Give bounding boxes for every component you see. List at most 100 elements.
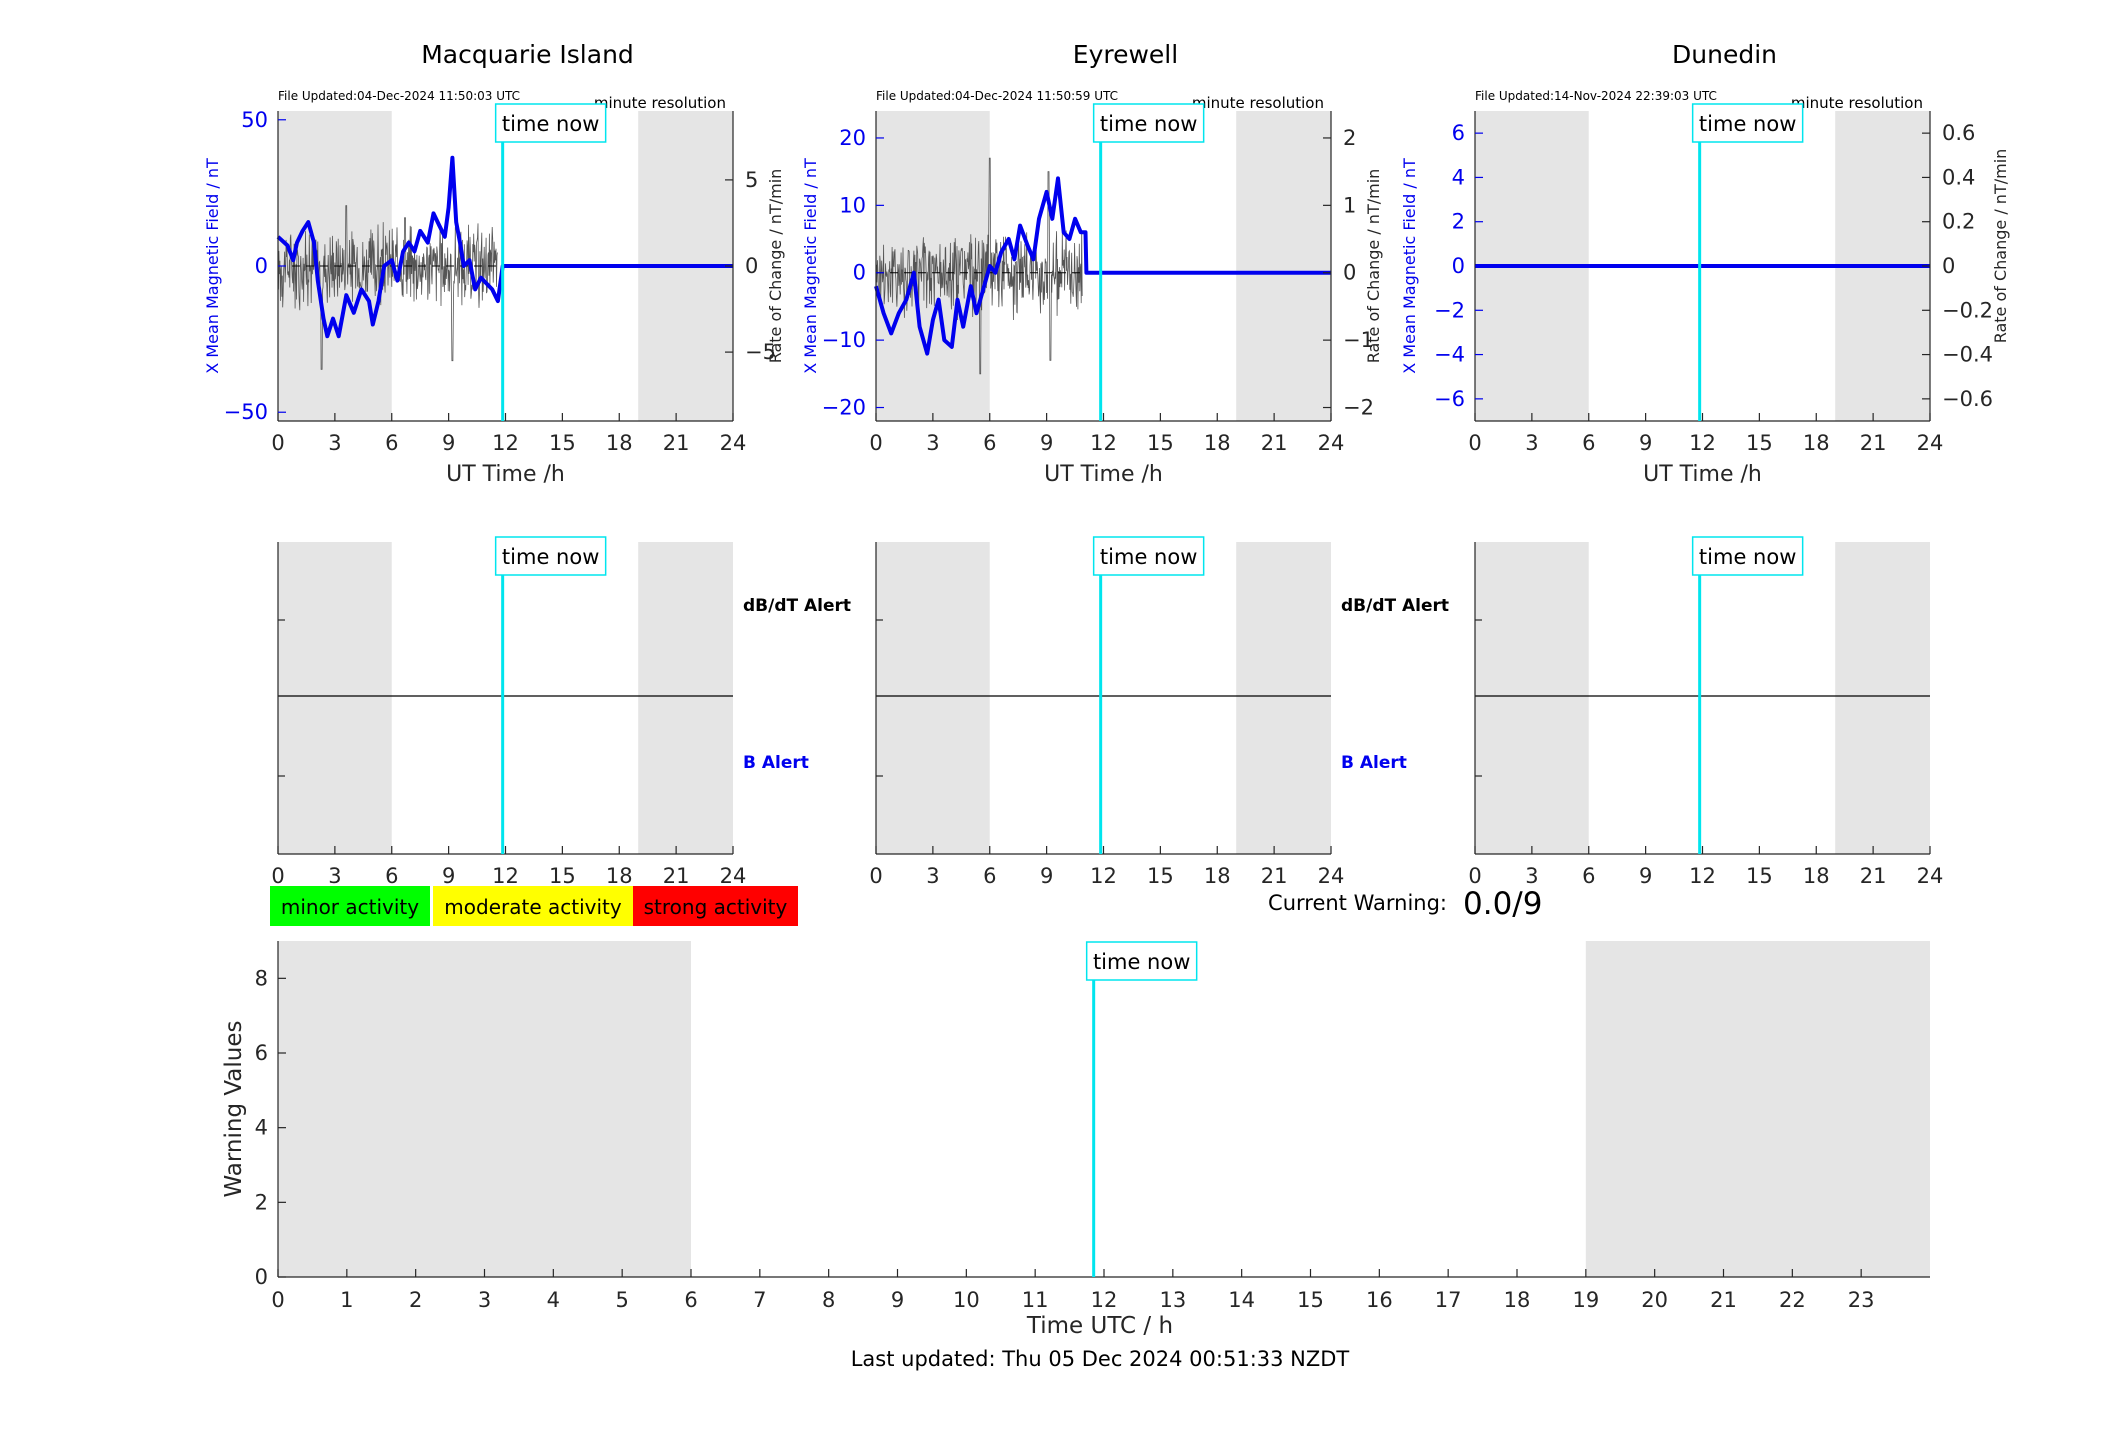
- y2-tick-label: 0.6: [1942, 121, 1975, 145]
- y-tick-label: 0: [853, 261, 866, 285]
- x-tick-label: 9: [891, 1288, 904, 1312]
- x-tick-label: 19: [1572, 1288, 1599, 1312]
- y2-tick-label: 2: [1343, 126, 1356, 150]
- y2-tick-label: −5: [745, 340, 776, 364]
- time-now-box: [1691, 103, 1804, 143]
- x-tick-label: 2: [409, 1288, 422, 1312]
- x-tick-label: 24: [720, 864, 747, 888]
- x-tick-label: 4: [547, 1288, 560, 1312]
- night-shade-band: [1236, 542, 1331, 854]
- y-tick-label: −6: [1434, 387, 1465, 411]
- right-y-axis-title: Rate of Change / nT/min: [766, 169, 785, 364]
- y-tick-label: −2: [1434, 298, 1465, 322]
- last-updated: Last updated: Thu 05 Dec 2024 00:51:33 N…: [851, 1347, 1350, 1371]
- x-tick-label: 13: [1159, 1288, 1186, 1312]
- y-tick-label: 8: [255, 966, 268, 990]
- db-alert-label: dB/dT Alert: [743, 596, 851, 616]
- y2-tick-label: 1: [1343, 193, 1356, 217]
- warning-values-chart: 0 1 2 3 4 5 6 7 8 9 10 11 12 13 14 15 16 17 18 19 20 21 22 2302…: [221, 941, 1930, 1339]
- y-tick-label: 4: [255, 1116, 268, 1140]
- x-tick-label: 15: [549, 864, 576, 888]
- y-tick-label: −10: [822, 328, 866, 352]
- x-tick-label: 15: [1746, 864, 1773, 888]
- x-tick-label: 24: [1318, 864, 1345, 888]
- x-tick-label: 3: [1525, 431, 1538, 455]
- y-axis-title: Warning Values: [221, 1020, 247, 1197]
- time-now-box: [494, 103, 607, 143]
- time-now-box: [1691, 536, 1804, 576]
- night-shade-band: [1835, 542, 1930, 854]
- x-tick-label: 12: [492, 864, 519, 888]
- x-tick-label: 18: [606, 864, 633, 888]
- y2-tick-label: 0: [1942, 254, 1955, 278]
- x-tick-label: 6: [385, 431, 398, 455]
- x-tick-label: 0: [1468, 431, 1481, 455]
- x-tick-label: 24: [1917, 431, 1944, 455]
- b-alert-label: B Alert: [1341, 753, 1407, 773]
- alert-panel: 0 3 6 9 12 15 18 21 24 dB/dT Alert B Alert time now: [271, 536, 851, 888]
- x-tick-label: 8: [822, 1288, 835, 1312]
- y2-tick-label: −2: [1343, 396, 1374, 420]
- x-tick-label: 3: [478, 1288, 491, 1312]
- y-tick-label: 0: [255, 1265, 268, 1289]
- x-tick-label: 15: [1297, 1288, 1324, 1312]
- legend-moderate-label: moderate activity: [444, 895, 622, 919]
- x-tick-label: 17: [1435, 1288, 1462, 1312]
- x-tick-label: 15: [1147, 431, 1174, 455]
- x-tick-label: 9: [1040, 864, 1053, 888]
- time-now-box: [494, 536, 607, 576]
- time-now-label: time now: [502, 545, 599, 569]
- magnetic-field-series: [276, 155, 733, 339]
- y-tick-label: −4: [1434, 343, 1465, 367]
- x-tick-label: 15: [1147, 864, 1174, 888]
- time-now-label: time now: [1699, 112, 1796, 136]
- x-tick-label: 24: [720, 431, 747, 455]
- station-title: Dunedin: [1672, 40, 1777, 69]
- current-warning-label: Current Warning:: [1268, 891, 1447, 915]
- left-y-axis-title: X Mean Magnetic Field / nT: [801, 158, 820, 374]
- x-tick-label: 18: [1204, 431, 1231, 455]
- y2-tick-label: −0.6: [1942, 387, 1993, 411]
- y2-tick-label: −1: [1343, 328, 1374, 352]
- station-title: Macquarie Island: [421, 40, 634, 69]
- x-tick-label: 3: [328, 431, 341, 455]
- night-shade-band: [876, 542, 990, 854]
- x-tick-label: 21: [1261, 431, 1288, 455]
- y2-tick-label: 0.2: [1942, 210, 1975, 234]
- x-tick-label: 0: [271, 431, 284, 455]
- y-tick-label: −50: [224, 400, 268, 424]
- legend-minor-label: minor activity: [281, 895, 419, 919]
- y2-tick-label: 5: [745, 168, 758, 192]
- figure-text-layer: Current Warning: 0.0/9 Last updated: Thu…: [851, 886, 1543, 1371]
- x-tick-label: 21: [663, 431, 690, 455]
- x-tick-label: 12: [1090, 864, 1117, 888]
- x-tick-label: 11: [1022, 1288, 1049, 1312]
- x-tick-label: 12: [1689, 431, 1716, 455]
- x-tick-label: 6: [385, 864, 398, 888]
- x-tick-label: 24: [1318, 431, 1345, 455]
- y-tick-label: 4: [1452, 165, 1465, 189]
- time-now-box: [1092, 536, 1205, 576]
- resolution-text: minute resolution: [594, 94, 726, 112]
- x-tick-label: 3: [926, 431, 939, 455]
- x-tick-label: 18: [1504, 1288, 1531, 1312]
- x-tick-label: 1: [340, 1288, 353, 1312]
- x-tick-label: 6: [1582, 864, 1595, 888]
- x-tick-label: 0: [271, 864, 284, 888]
- time-now-label: time now: [1093, 950, 1190, 974]
- y-tick-label: 6: [255, 1041, 268, 1065]
- x-tick-label: 6: [684, 1288, 697, 1312]
- legend-moderate-swatch: [433, 886, 633, 926]
- time-now-label: time now: [1100, 112, 1197, 136]
- file-updated-text: File Updated:04-Dec-2024 11:50:59 UTC: [876, 89, 1118, 103]
- magnetic-panel: 0 3 6 9 12 15 18 21 24−6−4−20246−0.6−0.4−0.200.2…: [1400, 40, 2010, 487]
- x-axis-title: Time UTC / h: [1026, 1313, 1173, 1339]
- time-now-label: time now: [1699, 545, 1796, 569]
- y2-tick-label: 0.4: [1942, 165, 1975, 189]
- night-shade-band: [1475, 542, 1589, 854]
- x-tick-label: 15: [1746, 431, 1773, 455]
- resolution-text: minute resolution: [1791, 94, 1923, 112]
- x-tick-label: 12: [1090, 431, 1117, 455]
